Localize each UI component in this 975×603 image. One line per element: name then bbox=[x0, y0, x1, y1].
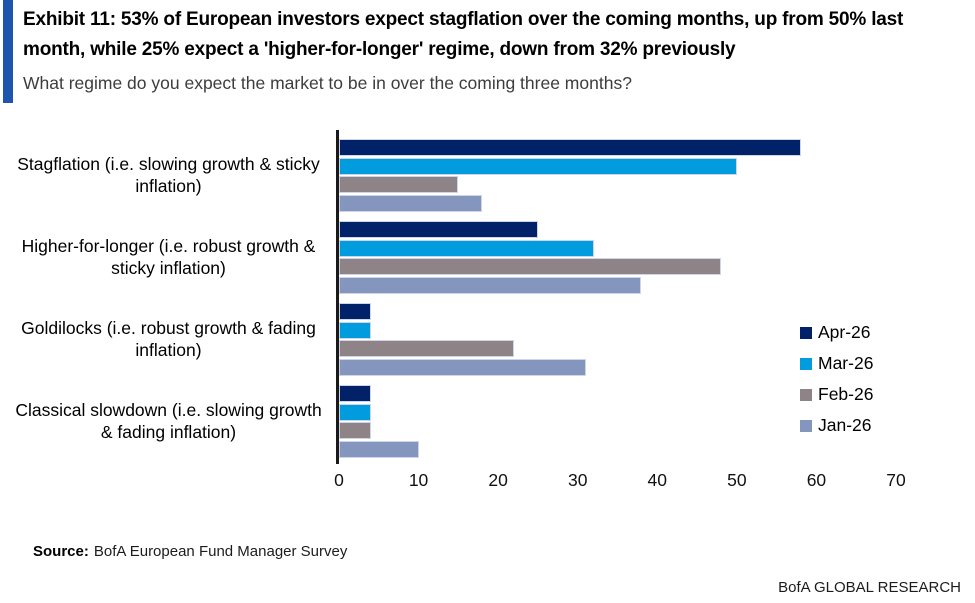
bar-feb-26-cat2 bbox=[339, 258, 721, 275]
bar-jan-26-cat3 bbox=[339, 358, 586, 376]
legend-label: Jan-26 bbox=[818, 415, 872, 435]
category-label: Stagflation (i.e. slowing growth & stick… bbox=[17, 153, 320, 196]
bar-feb-26-cat1 bbox=[339, 176, 459, 193]
y-axis-line bbox=[336, 130, 339, 464]
bar-jan-26-cat2 bbox=[339, 276, 642, 294]
title-accent-bar bbox=[3, 0, 13, 103]
legend-label: Apr-26 bbox=[818, 322, 871, 342]
bar-apr-26-cat3 bbox=[339, 303, 371, 320]
legend-label: Feb-26 bbox=[818, 384, 874, 404]
legend-swatch-icon bbox=[800, 419, 812, 432]
bar-feb-26-cat4 bbox=[339, 422, 371, 439]
bar-mar-26-cat1 bbox=[339, 157, 737, 175]
legend-label: Mar-26 bbox=[818, 353, 874, 373]
legend-item-jan-26: Jan-26 bbox=[800, 410, 873, 441]
bar-jan-26-cat4 bbox=[339, 440, 419, 458]
bar-jan-26-cat1 bbox=[339, 194, 483, 212]
legend-swatch-icon bbox=[800, 357, 812, 370]
chart-legend: Apr-26 Mar-26 Feb-26 Jan-26 bbox=[800, 317, 873, 441]
source-label: Source: bbox=[33, 543, 89, 560]
x-tick-50: 50 bbox=[727, 470, 747, 490]
x-tick-40: 40 bbox=[647, 470, 668, 490]
x-tick-60: 60 bbox=[806, 470, 827, 490]
x-tick-30: 30 bbox=[567, 470, 588, 490]
x-tick-0: 0 bbox=[334, 470, 344, 490]
bar-mar-26-cat4 bbox=[339, 403, 371, 421]
exhibit-subtitle: What regime do you expect the market to … bbox=[23, 73, 632, 93]
x-tick-20: 20 bbox=[488, 470, 508, 490]
bar-feb-26-cat3 bbox=[339, 340, 515, 357]
source-text: BofA European Fund Manager Survey bbox=[93, 543, 348, 560]
x-tick-10: 10 bbox=[408, 470, 429, 490]
bar-mar-26-cat3 bbox=[339, 321, 371, 339]
legend-item-apr-26: Apr-26 bbox=[800, 317, 873, 348]
bar-apr-26-cat2 bbox=[339, 221, 538, 238]
legend-item-feb-26: Feb-26 bbox=[800, 379, 873, 410]
x-tick-70: 70 bbox=[886, 470, 906, 490]
title-block: Exhibit 11: 53% of European investors ex… bbox=[23, 5, 955, 96]
bofa-global-research-label: BofA GLOBAL RESEARCH bbox=[778, 579, 961, 596]
category-label: Classical slowdown (i.e. slowing growth … bbox=[15, 399, 322, 442]
bar-mar-26-cat2 bbox=[339, 239, 594, 257]
legend-item-mar-26: Mar-26 bbox=[800, 348, 873, 379]
legend-swatch-icon bbox=[800, 388, 812, 401]
bar-apr-26-cat1 bbox=[339, 139, 801, 156]
category-label: Goldilocks (i.e. robust growth & fading … bbox=[21, 317, 316, 360]
bar-apr-26-cat4 bbox=[339, 385, 371, 402]
legend-swatch-icon bbox=[800, 326, 812, 339]
source-note: Source: BofA European Fund Manager Survey bbox=[33, 543, 347, 560]
exhibit-title: Exhibit 11: 53% of European investors ex… bbox=[23, 9, 904, 60]
category-label: Higher-for-longer (i.e. robust growth & … bbox=[21, 235, 316, 278]
